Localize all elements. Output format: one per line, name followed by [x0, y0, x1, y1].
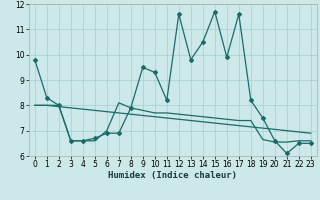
X-axis label: Humidex (Indice chaleur): Humidex (Indice chaleur): [108, 171, 237, 180]
